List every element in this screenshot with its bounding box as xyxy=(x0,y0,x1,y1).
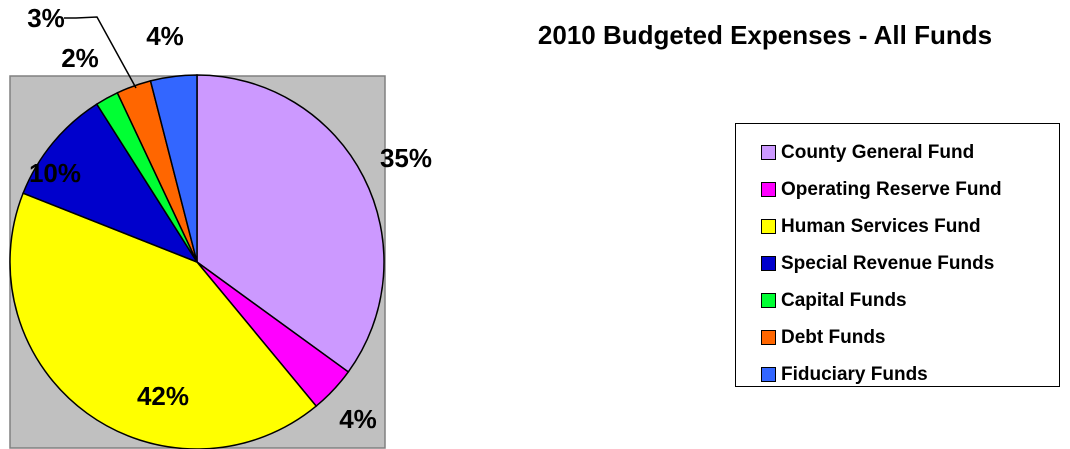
legend-item-human-services-fund: Human Services Fund xyxy=(736,208,1059,245)
legend-swatch xyxy=(761,293,776,308)
legend-item-capital-funds: Capital Funds xyxy=(736,282,1059,319)
legend-label: Human Services Fund xyxy=(781,215,981,237)
pie-slice-fiduciary-funds xyxy=(149,74,198,263)
chart-legend: County General Fund Operating Reserve Fun… xyxy=(735,123,1060,387)
legend-swatch xyxy=(761,256,776,271)
legend-item-special-revenue-funds: Special Revenue Funds xyxy=(736,245,1059,282)
legend-label: Fiduciary Funds xyxy=(781,363,928,385)
legend-item-debt-funds: Debt Funds xyxy=(736,319,1059,356)
legend-swatch xyxy=(761,330,776,345)
slice-label-capital-funds: 2% xyxy=(61,43,99,73)
slice-labels: 35% 4% 42% 10% 2% 3% 4% xyxy=(27,3,432,434)
legend-label: Special Revenue Funds xyxy=(781,252,995,274)
legend-swatch xyxy=(761,367,776,382)
legend-swatch xyxy=(761,219,776,234)
chart-title: 2010 Budgeted Expenses - All Funds xyxy=(537,20,993,50)
legend-item-operating-reserve-fund: Operating Reserve Fund xyxy=(736,171,1059,208)
legend-label: Operating Reserve Fund xyxy=(781,178,1002,200)
leader-line-debt-funds xyxy=(64,16,137,89)
legend-swatch xyxy=(761,182,776,197)
pie-slices xyxy=(9,74,385,449)
slice-label-fiduciary-funds: 4% xyxy=(146,21,184,51)
leader-lines xyxy=(64,16,137,89)
legend-item-fiduciary-funds: Fiduciary Funds xyxy=(736,356,1059,393)
legend-label: Debt Funds xyxy=(781,326,886,348)
pie-slice-special-revenue-funds xyxy=(22,103,199,264)
legend-label: Capital Funds xyxy=(781,289,907,311)
slice-label-debt-funds: 3% xyxy=(27,3,65,33)
pie-slice-human-services-fund xyxy=(9,192,318,449)
slice-label-county-general-fund: 35% xyxy=(380,143,432,173)
legend-swatch xyxy=(761,145,776,160)
legend-item-county-general-fund: County General Fund xyxy=(736,134,1059,171)
legend-label: County General Fund xyxy=(781,141,975,163)
pie-slice-county-general-fund xyxy=(196,74,385,373)
slice-label-human-services-fund: 42% xyxy=(137,381,189,411)
slice-label-operating-reserve-fund: 4% xyxy=(339,404,377,434)
slice-label-special-revenue-funds: 10% xyxy=(29,158,81,188)
